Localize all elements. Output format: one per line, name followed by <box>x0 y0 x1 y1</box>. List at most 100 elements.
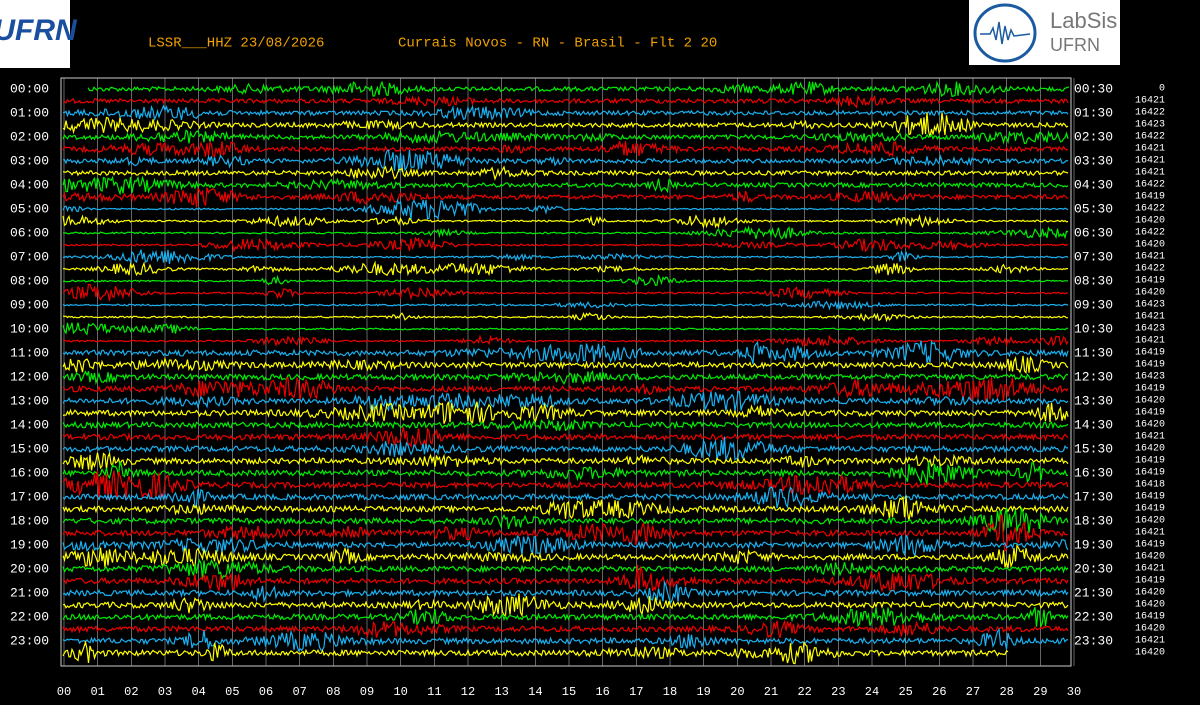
right-time-label: 15:30 <box>1074 441 1113 456</box>
trace <box>62 619 1069 639</box>
labsis-logo-sub: UFRN <box>1050 35 1100 55</box>
count-label: 16423 <box>1135 324 1165 335</box>
trace <box>62 461 1069 485</box>
x-tick-label: 26 <box>932 685 946 699</box>
count-label: 16420 <box>1135 516 1165 527</box>
x-tick-label: 11 <box>427 685 441 699</box>
count-label: 16421 <box>1135 636 1165 647</box>
trace <box>62 640 1009 665</box>
trace <box>62 418 1069 432</box>
count-label: 16420 <box>1135 420 1165 431</box>
count-label: 16419 <box>1135 408 1165 419</box>
trace <box>62 283 1069 301</box>
left-time-label: 14:00 <box>10 417 49 432</box>
right-time-label: 04:30 <box>1074 177 1113 192</box>
right-time-label: 08:30 <box>1074 273 1113 288</box>
left-time-label: 17:00 <box>10 489 49 504</box>
count-label: 16420 <box>1135 240 1165 251</box>
count-label: 16420 <box>1135 552 1165 563</box>
right-time-label: 14:30 <box>1074 417 1113 432</box>
x-tick-label: 14 <box>528 685 542 699</box>
left-time-label: 15:00 <box>10 441 49 456</box>
x-tick-label: 21 <box>764 685 778 699</box>
count-label: 16419 <box>1135 192 1165 203</box>
labsis-logo-ring <box>973 3 1037 63</box>
trace <box>62 213 1069 230</box>
count-label: 16421 <box>1135 432 1165 443</box>
left-time-label: 07:00 <box>10 249 49 264</box>
right-time-label: 18:30 <box>1074 513 1113 528</box>
right-time-label: 01:30 <box>1074 105 1113 120</box>
x-tick-label: 20 <box>730 685 744 699</box>
left-time-label: 18:00 <box>10 513 49 528</box>
count-label: 16420 <box>1135 624 1165 635</box>
trace <box>62 507 1069 533</box>
x-tick-label: 02 <box>124 685 138 699</box>
left-time-label: 01:00 <box>10 105 49 120</box>
x-tick-label: 22 <box>797 685 811 699</box>
trace <box>62 558 1069 580</box>
count-label: 16419 <box>1135 492 1165 503</box>
count-label: 16421 <box>1135 168 1165 179</box>
ufrn-logo-bg <box>0 0 70 68</box>
count-label: 16419 <box>1135 612 1165 623</box>
right-time-label: 05:30 <box>1074 201 1113 216</box>
left-time-label: 23:00 <box>10 633 49 648</box>
trace <box>62 198 1069 221</box>
x-tick-label: 24 <box>865 685 879 699</box>
right-time-label: 11:30 <box>1074 345 1113 360</box>
trace <box>62 627 1069 653</box>
trace <box>62 580 1069 605</box>
trace <box>62 355 1069 374</box>
x-tick-label: 28 <box>999 685 1013 699</box>
trace <box>62 273 1068 286</box>
left-time-label: 05:00 <box>10 201 49 216</box>
left-time-label: 12:00 <box>10 369 49 384</box>
count-label: 16421 <box>1135 312 1165 323</box>
x-tick-label: 19 <box>696 685 710 699</box>
left-time-label: 10:00 <box>10 321 49 336</box>
left-time-label: 16:00 <box>10 465 49 480</box>
left-time-label: 22:00 <box>10 609 49 624</box>
count-label: 16419 <box>1135 456 1165 467</box>
trace <box>62 140 1069 158</box>
labsis-logo-wave <box>980 21 1031 45</box>
trace <box>62 436 1068 461</box>
station-title: LSSR___HHZ 23/08/2026 <box>148 36 324 52</box>
count-label: 0 <box>1159 84 1165 95</box>
count-label: 16423 <box>1135 300 1165 311</box>
trace <box>62 104 1069 122</box>
count-label: 16419 <box>1135 276 1165 287</box>
trace <box>62 534 1069 559</box>
trace <box>62 187 1069 208</box>
labsis-logo-title: LabSis <box>1050 8 1117 33</box>
trace <box>62 376 1069 403</box>
count-label: 16422 <box>1135 132 1165 143</box>
trace <box>63 225 1069 240</box>
count-label: 16419 <box>1135 540 1165 551</box>
count-label: 16420 <box>1135 444 1165 455</box>
left-time-label: 00:00 <box>10 81 49 96</box>
ufrn-logo: UFRN <box>0 14 78 47</box>
x-tick-label: 08 <box>326 685 340 699</box>
right-time-label: 22:30 <box>1074 609 1113 624</box>
location-title: Currais Novos - RN - Brasil - Flt 2 20 <box>398 36 717 52</box>
trace <box>62 299 1069 311</box>
x-tick-label: 27 <box>966 685 980 699</box>
trace <box>62 112 1069 138</box>
x-tick-label: 12 <box>461 685 475 699</box>
left-time-label: 09:00 <box>10 297 49 312</box>
left-time-label: 13:00 <box>10 393 49 408</box>
x-tick-label: 29 <box>1033 685 1047 699</box>
right-time-label: 09:30 <box>1074 297 1113 312</box>
x-tick-label: 17 <box>629 685 643 699</box>
count-label: 16421 <box>1135 528 1165 539</box>
count-label: 16420 <box>1135 396 1165 407</box>
trace <box>62 94 1069 109</box>
count-label: 16423 <box>1135 120 1165 131</box>
trace <box>62 593 1069 619</box>
left-time-label: 08:00 <box>10 273 49 288</box>
trace <box>62 334 1069 348</box>
